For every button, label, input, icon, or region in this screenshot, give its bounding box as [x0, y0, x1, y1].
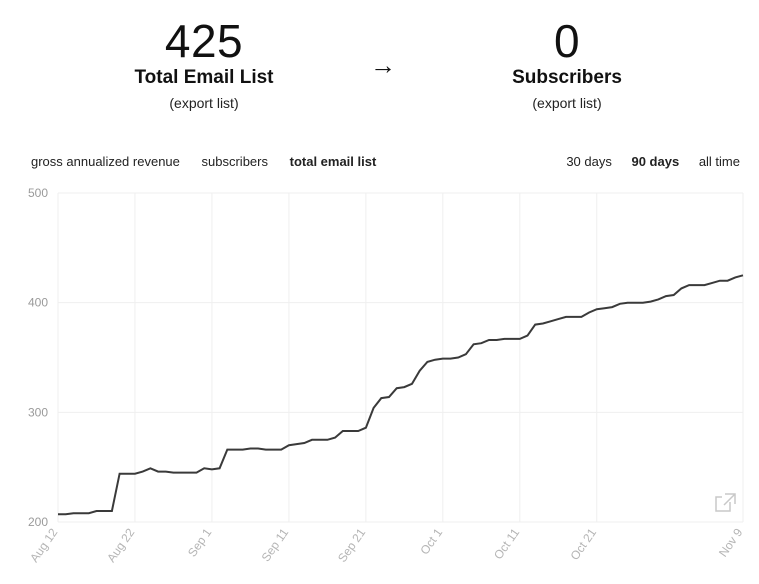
chart-grid [57, 192, 744, 523]
total-email-list-value: 425 [164, 15, 244, 67]
y-tick-label: 200 [28, 515, 48, 529]
x-tick-label: Oct 1 [417, 525, 445, 557]
y-tick-label: 300 [28, 405, 48, 419]
metric-tabs: gross annualized revenue subscribers tot… [31, 154, 394, 169]
right-arrow-icon: → [370, 50, 396, 80]
tab-subscribers[interactable]: subscribers [201, 154, 268, 169]
subscribers-metric: 0 Subscribers (export list) [457, 16, 677, 113]
export-total-email-list-link[interactable]: (export list) [169, 95, 239, 111]
y-tick-label: 500 [28, 186, 48, 200]
tab-all-time[interactable]: all time [698, 154, 740, 169]
x-tick-label: Nov 9 [716, 525, 746, 559]
subscribers-value: 0 [553, 15, 581, 67]
range-tabs: 30 days 90 days all time [550, 154, 740, 169]
x-tick-label: Oct 21 [567, 525, 599, 562]
export-subscribers-link[interactable]: (export list) [532, 95, 602, 111]
tab-90-days[interactable]: 90 days [631, 154, 680, 169]
series-line [58, 274, 744, 516]
x-tick-label: Aug 12 [27, 525, 60, 564]
total-email-list-label: Total Email List [134, 67, 274, 88]
subscribers-label: Subscribers [512, 67, 622, 88]
tab-gross-annualized-revenue[interactable]: gross annualized revenue [31, 154, 180, 169]
y-axis: 200 300 400 500 [28, 186, 48, 529]
y-tick-label: 400 [28, 296, 48, 310]
x-axis: Aug 12 Aug 22 Sep 1 Sep 11 Sep 21 Oct 1 Oct 11… [27, 525, 745, 564]
x-tick-label: Sep 1 [185, 525, 215, 559]
total-email-list-metric: 425 Total Email List (export list) [94, 16, 314, 113]
tab-total-email-list[interactable]: total email list [289, 154, 377, 169]
x-tick-label: Sep 21 [335, 525, 368, 564]
x-tick-label: Sep 11 [259, 525, 292, 564]
x-tick-label: Oct 11 [491, 525, 522, 562]
external-link-icon[interactable] [715, 492, 736, 512]
tab-30-days[interactable]: 30 days [566, 154, 612, 169]
email-list-line-chart: 200 300 400 500 Aug 12 Aug 22 Sep 1 Sep 11 Sep … [27, 186, 745, 565]
x-tick-label: Aug 22 [104, 525, 137, 564]
